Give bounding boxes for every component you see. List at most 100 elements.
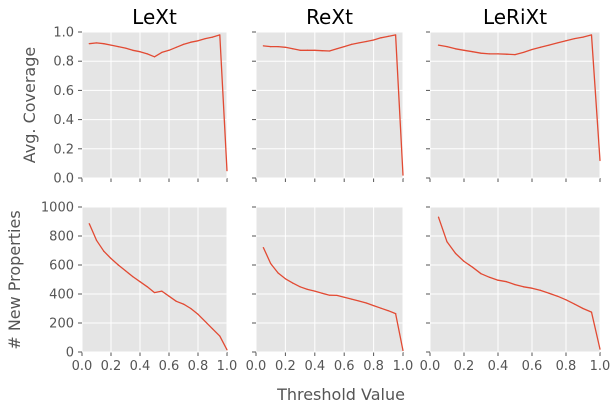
data-point [556,295,559,297]
data-point [88,223,90,225]
data-point [480,52,482,54]
data-point [599,159,601,162]
x-tick-label: 0.2 [275,359,296,374]
data-point [161,290,163,292]
data-point [314,290,316,292]
data-point [446,46,448,48]
data-point [306,288,309,290]
x-tick-label: 0.2 [101,359,122,374]
series-line [438,34,601,161]
series-line [437,216,601,350]
data-point [103,43,105,45]
y-tick-label: 800 [49,230,74,245]
panel-coverage-2: ReXt [252,5,404,182]
x-tick-label: 0.8 [363,359,384,374]
plot-area [256,32,403,178]
y-tick-label: 0.2 [53,142,74,157]
data-point [573,303,576,305]
data-point [373,305,375,307]
data-point [402,349,404,352]
data-point [343,46,345,48]
data-point [277,272,279,274]
x-tick-label: 0.0 [420,359,441,374]
data-point [292,282,294,284]
y-tick-label: 200 [49,317,74,332]
data-point [365,302,367,304]
x-tick-label: 0.4 [304,359,325,374]
data-point [471,51,474,53]
data-point [153,56,156,58]
data-point [219,34,221,36]
y-tick-label: 0.4 [53,113,74,128]
data-point [175,46,177,48]
series-line [262,247,404,351]
data-point [336,48,338,50]
y-axis-label-top: Avg. Coverage [20,47,39,163]
x-tick-label: 0.6 [334,359,355,374]
data-point [373,39,375,41]
data-point [599,348,601,350]
x-axis-label: Threshold Value [276,385,405,404]
x-tick-label: 0.8 [556,359,577,374]
y-tick-label: 0.0 [53,172,74,187]
data-point [454,48,457,50]
data-point [211,36,214,38]
data-point [299,286,301,288]
data-point [539,289,542,291]
data-point [358,300,360,302]
y-tick-label: 0.8 [53,55,74,70]
y-tick-label: 0.6 [53,84,74,99]
series-line [263,34,404,176]
data-point [110,257,112,260]
y-tick-label: 0 [66,346,74,361]
y-tick-label: 400 [49,288,74,303]
data-point [582,307,584,310]
data-point [548,292,550,294]
data-point [565,40,567,42]
panel-coverage-3: LeRiXt [426,5,601,182]
data-point [454,252,457,254]
data-point [590,311,593,313]
data-point [437,216,440,218]
data-point [488,276,491,278]
data-point [522,51,525,54]
data-point [284,46,286,48]
data-point [505,281,508,283]
data-point [270,262,272,265]
data-point [395,34,397,36]
plot-area [82,32,227,178]
data-point [110,44,112,46]
data-point [211,328,214,330]
data-point [350,43,353,46]
data-point [358,42,360,44]
y-tick-label: 600 [49,259,74,274]
data-point [190,307,192,310]
panel-title: LeXt [132,5,177,29]
data-point [219,335,221,337]
x-tick-label: 0.6 [159,359,180,374]
data-point [522,286,525,288]
data-point [182,303,185,305]
data-point [336,294,338,297]
data-point [463,49,465,51]
data-point [321,292,323,294]
plot-area [256,207,403,352]
series-line [88,223,228,351]
data-point [531,287,533,289]
data-point [161,51,163,54]
x-tick-label: 0.4 [130,359,151,374]
data-point [437,44,440,46]
data-point [88,43,90,45]
data-point [531,48,533,51]
data-point [446,241,448,243]
data-point [380,37,382,39]
data-point [146,53,148,55]
y-axis-label-bottom: # New Properties [5,210,24,349]
x-tick-label: 0.0 [246,359,267,374]
x-tick-label: 0.4 [488,359,509,374]
data-point [365,40,367,43]
data-point [124,270,127,272]
data-point [103,250,105,252]
plot-area [430,207,600,352]
